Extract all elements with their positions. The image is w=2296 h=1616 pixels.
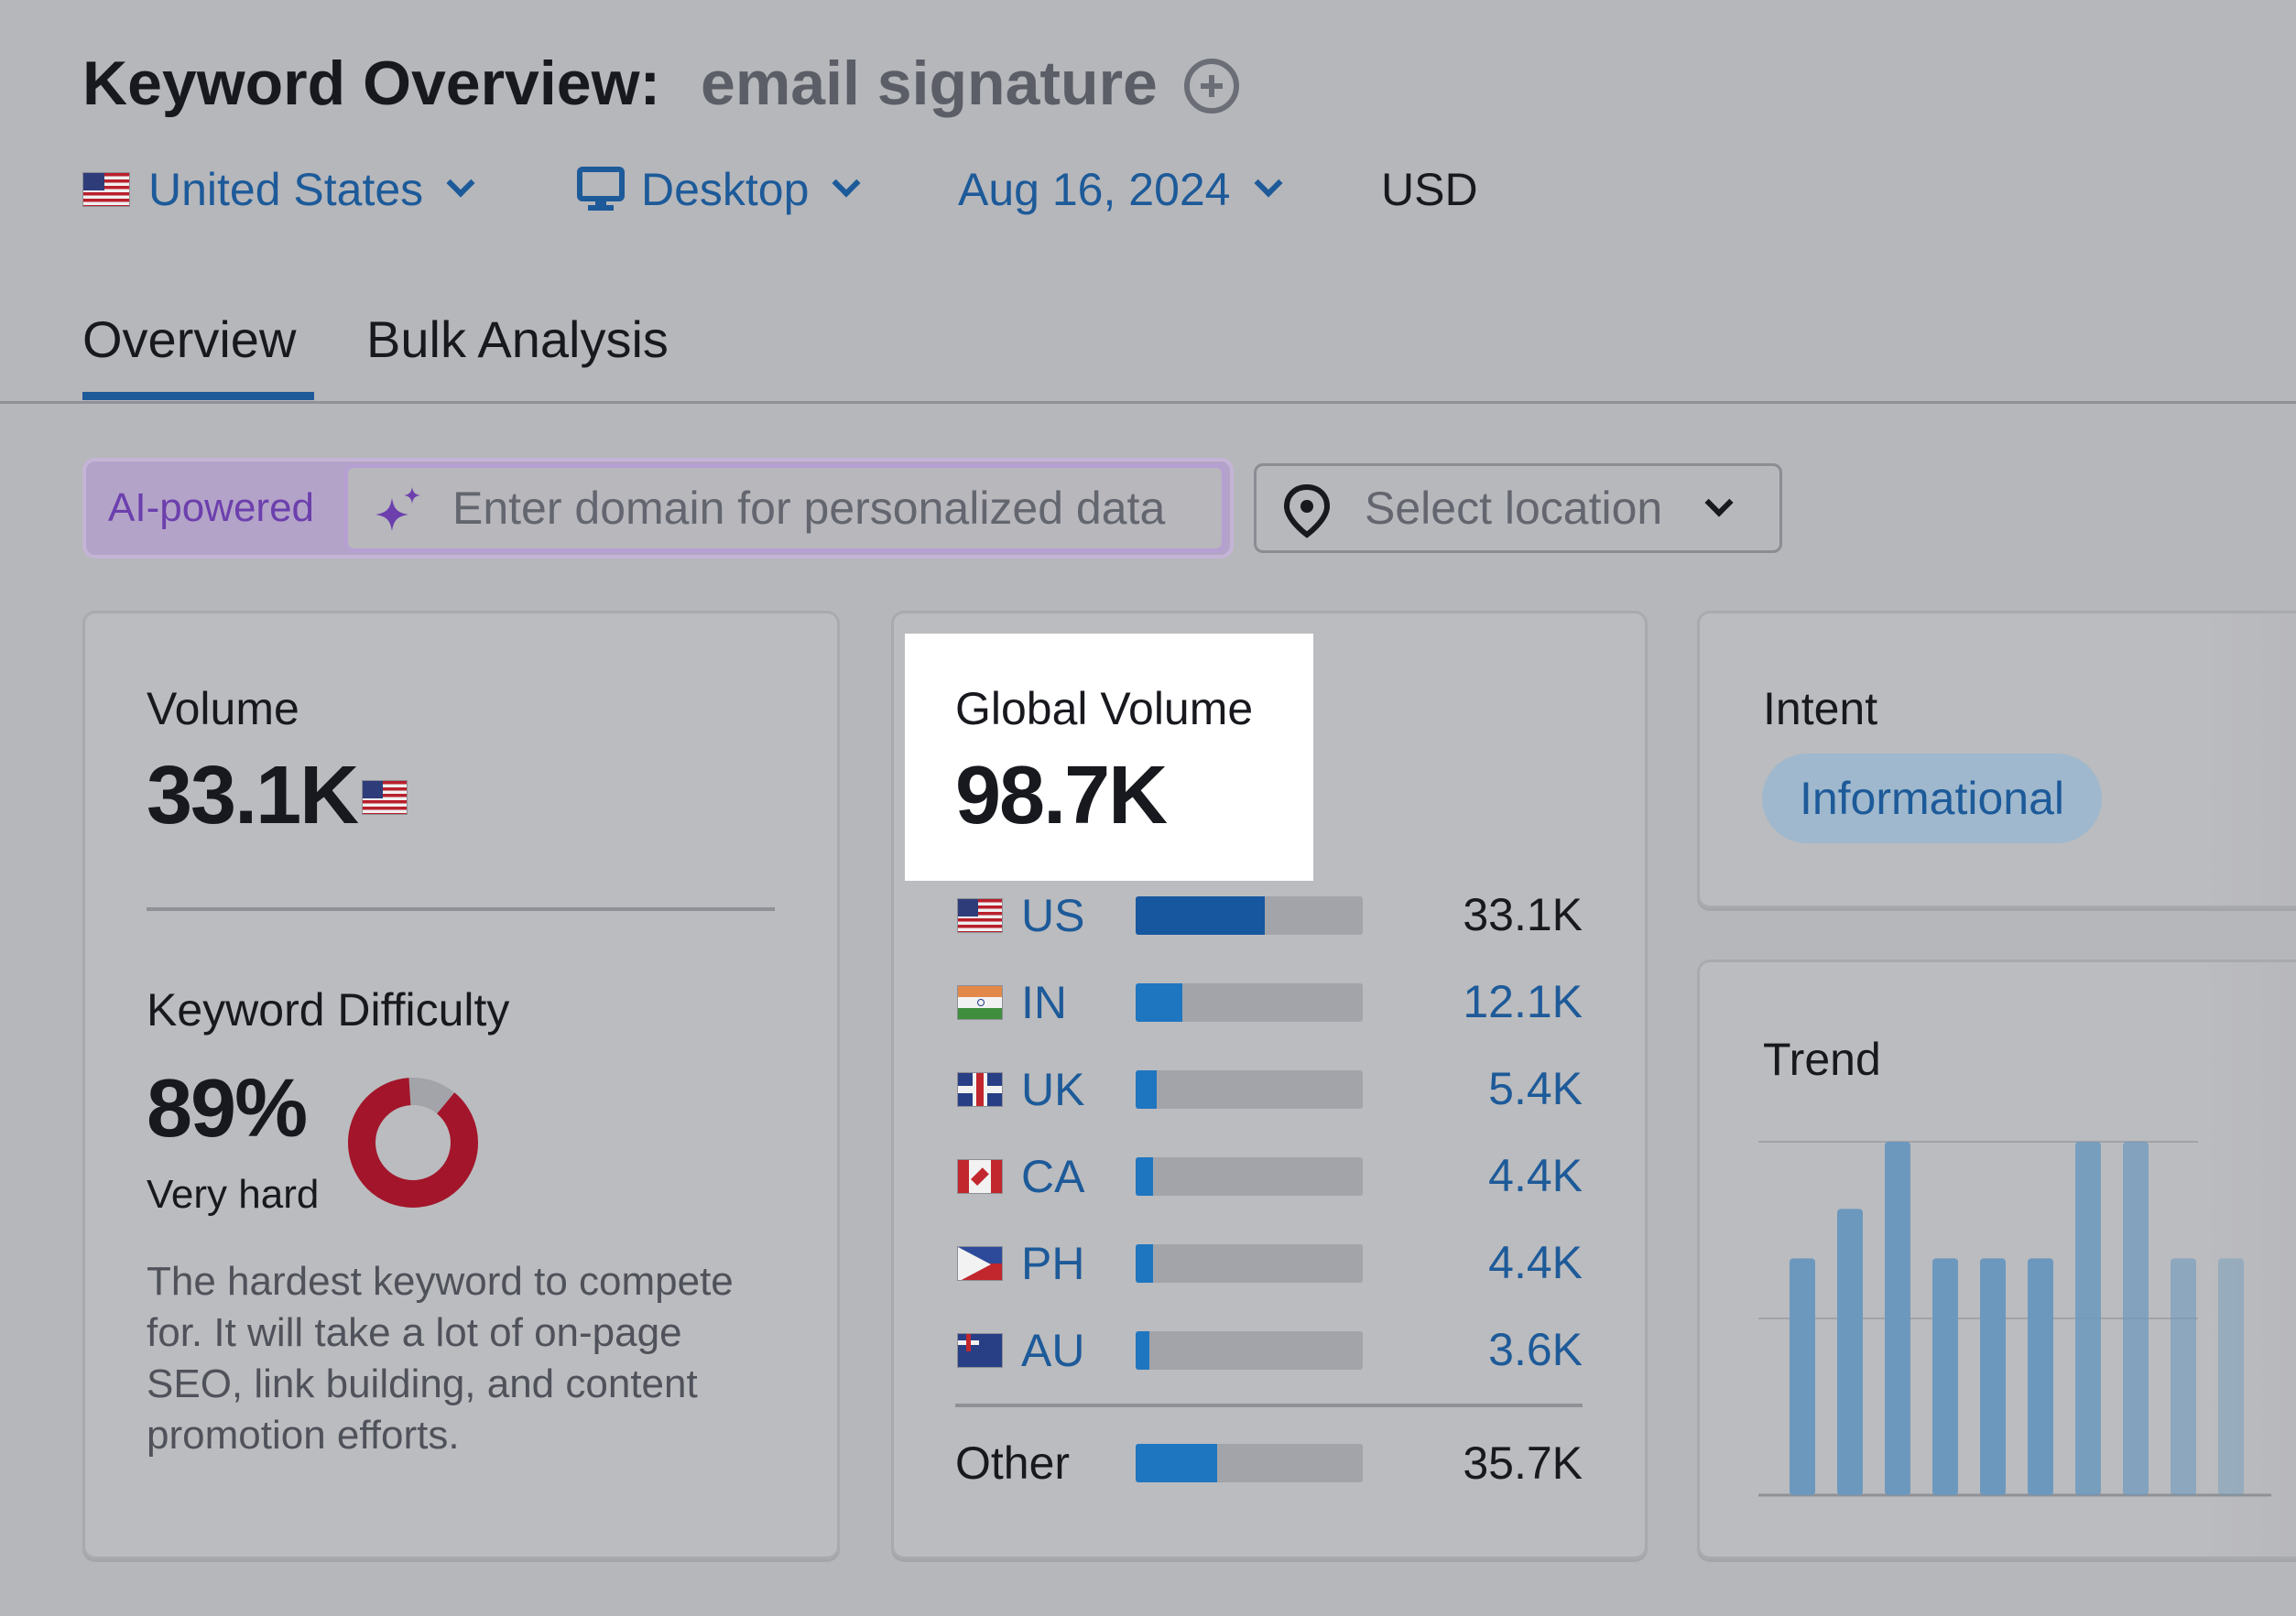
sparkle-icon	[375, 487, 420, 531]
country-volume-value[interactable]: 3.6K	[1488, 1324, 1583, 1375]
country-volume-bar	[1136, 1070, 1363, 1109]
country-volume-bar-fill	[1136, 983, 1183, 1022]
country-code[interactable]: US	[1021, 890, 1085, 941]
date-selector[interactable]: Aug 16, 2024	[958, 163, 1283, 216]
other-value: 35.7K	[1463, 1437, 1583, 1489]
ca-flag-icon	[957, 1159, 1003, 1194]
active-tab-indicator	[82, 392, 314, 400]
country-volume-value[interactable]: 5.4K	[1488, 1063, 1583, 1114]
trend-bar	[2218, 1258, 2244, 1495]
trend-bar	[1932, 1258, 1958, 1495]
country-volume-bar	[1136, 1157, 1363, 1196]
location-placeholder: Select location	[1365, 483, 1663, 534]
keyword-difficulty-value: 89%	[147, 1063, 308, 1155]
country-code[interactable]: UK	[1021, 1064, 1085, 1115]
trend-bar	[1790, 1258, 1815, 1495]
other-label: Other	[955, 1437, 1071, 1489]
us-flag-icon	[362, 780, 408, 815]
device-label: Desktop	[641, 164, 810, 215]
keyword-difficulty-level: Very hard	[147, 1172, 320, 1217]
trend-chart	[1758, 1141, 2271, 1497]
uk-flag-icon	[957, 1072, 1003, 1107]
country-volume-bar-fill	[1136, 1157, 1154, 1196]
ph-flag-icon	[957, 1246, 1003, 1281]
country-code[interactable]: AU	[1021, 1325, 1085, 1376]
chevron-down-icon	[832, 168, 861, 198]
card-divider	[147, 907, 775, 911]
trend-bar	[1980, 1258, 2006, 1495]
tab-overview[interactable]: Overview	[82, 310, 297, 368]
au-flag-icon	[957, 1333, 1003, 1368]
other-bar-fill	[1136, 1444, 1218, 1482]
chevron-down-icon	[446, 168, 475, 198]
country-volume-value[interactable]: 4.4K	[1488, 1150, 1583, 1201]
device-selector[interactable]: Desktop	[577, 163, 861, 216]
trend-bar	[1885, 1142, 1910, 1495]
in-flag-icon	[957, 985, 1003, 1020]
country-row-in: IN	[957, 975, 1067, 1030]
card-divider	[955, 1404, 1583, 1407]
country-volume-value[interactable]: 12.1K	[1463, 976, 1583, 1027]
chevron-down-icon	[1253, 168, 1283, 198]
country-volume-bar	[1136, 1331, 1363, 1370]
date-label: Aug 16, 2024	[958, 164, 1231, 215]
country-code[interactable]: PH	[1021, 1238, 1085, 1289]
trend-bar	[2123, 1142, 2149, 1495]
global-volume-label: Global Volume	[955, 683, 1254, 734]
location-pin-icon	[1283, 483, 1331, 538]
intent-badge[interactable]: Informational	[1762, 754, 2102, 843]
currency-label: USD	[1381, 164, 1478, 215]
country-volume-bar-fill	[1136, 1331, 1150, 1370]
global-volume-value: 98.7K	[955, 750, 1168, 841]
country-label: United States	[148, 164, 424, 215]
trend-label: Trend	[1763, 1034, 1881, 1085]
domain-input[interactable]: Enter domain for personalized data	[344, 464, 1225, 552]
keyword-difficulty-donut	[348, 1078, 478, 1208]
highlight-box	[905, 634, 1313, 881]
add-keyword-icon[interactable]	[1184, 59, 1239, 114]
trend-bar	[1837, 1209, 1863, 1495]
country-row-au: AU	[957, 1323, 1084, 1378]
country-row-ca: CA	[957, 1149, 1084, 1204]
country-volume-bar	[1136, 896, 1363, 935]
tabs-divider	[0, 401, 2296, 404]
location-select[interactable]: Select location	[1254, 463, 1782, 553]
country-row-uk: UK	[957, 1062, 1084, 1117]
tab-bulk-analysis[interactable]: Bulk Analysis	[366, 310, 669, 368]
country-volume-bar-fill	[1136, 896, 1265, 935]
country-volume-bar-fill	[1136, 1244, 1154, 1283]
country-volume-bar	[1136, 983, 1363, 1022]
trend-bar	[2075, 1142, 2101, 1495]
keyword-difficulty-description: The hardest keyword to compete for. It w…	[147, 1259, 734, 1458]
country-volume-value[interactable]: 4.4K	[1488, 1237, 1583, 1288]
volume-label: Volume	[147, 683, 299, 734]
country-volume-value: 33.1K	[1463, 889, 1583, 940]
country-code[interactable]: CA	[1021, 1151, 1085, 1202]
country-row-us: US	[957, 888, 1084, 943]
ai-powered-badge: AI-powered	[108, 485, 315, 530]
volume-card	[82, 611, 840, 1559]
trend-bar	[2171, 1258, 2196, 1495]
other-bar	[1136, 1444, 1363, 1482]
page-title: Keyword Overview:	[82, 49, 661, 118]
country-volume-bar-fill	[1136, 1070, 1158, 1109]
desktop-icon	[577, 167, 625, 211]
intent-label: Intent	[1763, 683, 1878, 734]
us-flag-icon	[82, 172, 130, 207]
intent-value: Informational	[1799, 773, 2065, 824]
country-row-ph: PH	[957, 1236, 1084, 1291]
keyword-difficulty-label: Keyword Difficulty	[147, 984, 510, 1036]
country-selector[interactable]: United States	[82, 163, 475, 216]
us-flag-icon	[957, 898, 1003, 933]
country-code[interactable]: IN	[1021, 977, 1067, 1028]
keyword-text: email signature	[701, 49, 1158, 118]
volume-value: 33.1K	[147, 750, 359, 841]
keyword-difficulty-arc	[348, 1078, 478, 1208]
domain-input-placeholder: Enter domain for personalized data	[452, 483, 1166, 534]
country-volume-bar	[1136, 1244, 1363, 1283]
trend-bar	[2028, 1258, 2053, 1495]
